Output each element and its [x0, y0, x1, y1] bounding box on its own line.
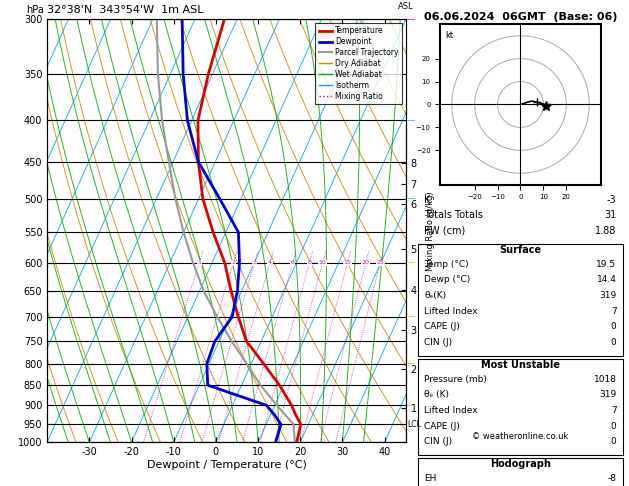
Text: 19.5: 19.5 — [596, 260, 616, 269]
Text: 06.06.2024  06GMT  (Base: 06): 06.06.2024 06GMT (Base: 06) — [424, 12, 617, 22]
Text: kt: kt — [445, 31, 453, 40]
Text: 7: 7 — [611, 307, 616, 316]
Text: —: — — [406, 401, 415, 410]
Text: —: — — [406, 259, 415, 267]
Legend: Temperature, Dewpoint, Parcel Trajectory, Dry Adiabat, Wet Adiabat, Isotherm, Mi: Temperature, Dewpoint, Parcel Trajectory… — [316, 23, 402, 104]
Text: —: — — [406, 15, 415, 24]
Bar — [418, 244, 623, 356]
Text: LCL: LCL — [408, 420, 421, 430]
Text: Dewp (°C): Dewp (°C) — [425, 276, 470, 284]
Text: Most Unstable: Most Unstable — [481, 360, 560, 370]
Text: -8: -8 — [608, 473, 616, 483]
Text: 10: 10 — [319, 260, 326, 265]
Text: 319: 319 — [599, 390, 616, 399]
Text: 20: 20 — [362, 260, 370, 265]
Text: 1018: 1018 — [594, 375, 616, 383]
Text: 2: 2 — [231, 260, 235, 265]
Text: Pressure (mb): Pressure (mb) — [425, 375, 487, 383]
Text: Mixing Ratio (g/kg): Mixing Ratio (g/kg) — [426, 191, 435, 271]
Text: 0: 0 — [611, 421, 616, 431]
Text: 15: 15 — [343, 260, 352, 265]
Text: 4: 4 — [268, 260, 272, 265]
Text: Lifted Index: Lifted Index — [425, 307, 478, 316]
Text: 6: 6 — [291, 260, 294, 265]
Text: 0: 0 — [611, 437, 616, 446]
Text: 25: 25 — [376, 260, 384, 265]
Text: Lifted Index: Lifted Index — [425, 406, 478, 415]
Text: Hodograph: Hodograph — [490, 459, 551, 469]
Text: CAPE (J): CAPE (J) — [425, 421, 460, 431]
Text: km
ASL: km ASL — [398, 0, 413, 11]
Text: K: K — [425, 194, 431, 205]
Text: EH: EH — [425, 473, 437, 483]
X-axis label: Dewpoint / Temperature (°C): Dewpoint / Temperature (°C) — [147, 460, 306, 470]
Text: CIN (J): CIN (J) — [425, 338, 452, 347]
Text: © weatheronline.co.uk: © weatheronline.co.uk — [472, 432, 569, 441]
Text: 14.4: 14.4 — [597, 276, 616, 284]
Text: 3: 3 — [252, 260, 257, 265]
Text: 0: 0 — [611, 323, 616, 331]
Text: —: — — [406, 359, 415, 368]
Text: -3: -3 — [607, 194, 616, 205]
Text: CAPE (J): CAPE (J) — [425, 323, 460, 331]
Text: 1: 1 — [198, 260, 201, 265]
Text: PW (cm): PW (cm) — [425, 226, 465, 236]
Text: —: — — [406, 116, 415, 125]
Bar — [418, 359, 623, 455]
Text: Temp (°C): Temp (°C) — [425, 260, 469, 269]
Text: Totals Totals: Totals Totals — [425, 210, 483, 220]
Text: 31: 31 — [604, 210, 616, 220]
Text: 1.88: 1.88 — [595, 226, 616, 236]
Text: 319: 319 — [599, 291, 616, 300]
Text: —: — — [406, 194, 415, 203]
Text: —: — — [406, 312, 415, 322]
Text: θₑ (K): θₑ (K) — [425, 390, 449, 399]
Text: 7: 7 — [611, 406, 616, 415]
Text: Surface: Surface — [499, 245, 542, 255]
Text: CIN (J): CIN (J) — [425, 437, 452, 446]
Bar — [418, 458, 623, 486]
Text: 0: 0 — [611, 338, 616, 347]
Text: 8: 8 — [308, 260, 311, 265]
Text: θₑ(K): θₑ(K) — [425, 291, 447, 300]
Text: hPa: hPa — [26, 5, 43, 15]
Text: 32°38'N  343°54'W  1m ASL: 32°38'N 343°54'W 1m ASL — [47, 5, 204, 15]
